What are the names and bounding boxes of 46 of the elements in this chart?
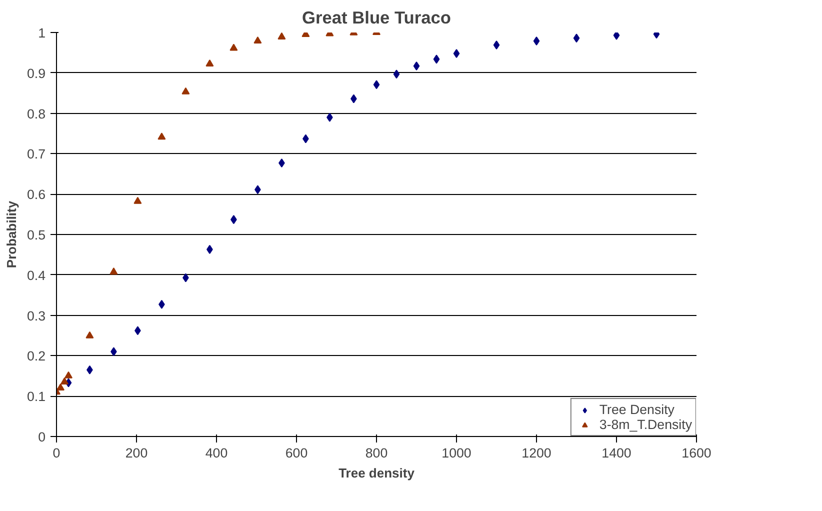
point: [573, 34, 580, 43]
point: [110, 268, 118, 275]
point: [413, 62, 420, 71]
point: [134, 196, 142, 204]
y-tick-label: 0.8: [26, 106, 46, 122]
legend-label: Tree Density: [599, 402, 674, 417]
x-tick-label: 400: [205, 446, 228, 460]
point: [230, 44, 238, 51]
y-tick-label: 0.1: [26, 389, 46, 404]
point: [86, 331, 94, 338]
point: [393, 70, 400, 79]
y-axis-title: Probability: [4, 200, 19, 268]
x-tick-label: 1600: [682, 446, 712, 460]
x-tick-label: 800: [365, 446, 388, 460]
legend-label: 3-8m_T.Density: [599, 417, 692, 432]
point: [453, 49, 460, 58]
point: [158, 132, 166, 140]
point: [60, 377, 68, 384]
point: [533, 36, 540, 46]
point: [206, 59, 214, 67]
y-tick-label: 0.7: [26, 146, 46, 162]
y-tick-label: 0.4: [26, 268, 46, 283]
y-tick-label: 1: [38, 26, 46, 40]
y-tick-label: 0.3: [26, 308, 46, 324]
x-tick-label: 0: [52, 446, 60, 460]
point: [278, 32, 286, 40]
y-tick-label: 0.2: [26, 348, 46, 364]
y-tick-label: 0.6: [26, 187, 46, 202]
point: [56, 383, 64, 391]
y-tick-label: 0.9: [26, 66, 46, 81]
x-tick-label: 600: [285, 446, 308, 460]
chart-title: Great Blue Turaco: [302, 8, 451, 28]
point: [254, 36, 262, 44]
x-axis-title: Tree density: [338, 466, 416, 480]
x-tick-label: 1200: [522, 446, 552, 460]
x-tick-label: 200: [125, 446, 148, 460]
point: [64, 371, 72, 378]
point: [373, 80, 380, 90]
x-tick-label: 1000: [442, 446, 472, 460]
point: [613, 32, 620, 40]
x-tick-label: 1400: [602, 446, 632, 460]
point: [493, 40, 500, 50]
y-tick-label: 0: [38, 430, 46, 444]
point: [182, 87, 190, 94]
point: [433, 54, 440, 64]
y-tick-label: 0.5: [26, 228, 46, 242]
